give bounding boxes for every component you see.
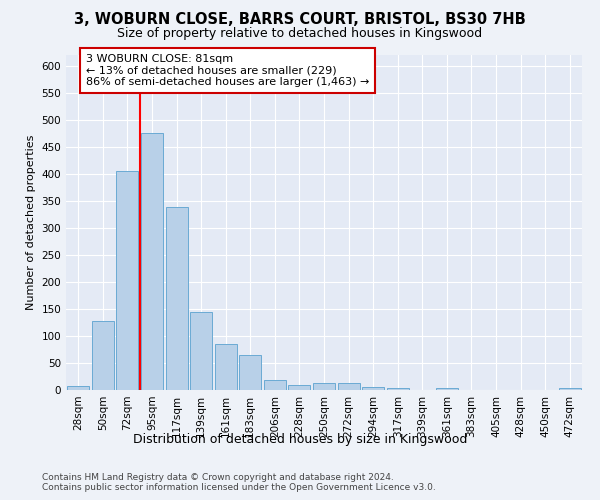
- Bar: [116, 171, 139, 390]
- Bar: [338, 383, 359, 390]
- Bar: [386, 388, 409, 390]
- Text: 3 WOBURN CLOSE: 81sqm
← 13% of detached houses are smaller (229)
86% of semi-det: 3 WOBURN CLOSE: 81sqm ← 13% of detached …: [86, 54, 369, 87]
- Y-axis label: Number of detached properties: Number of detached properties: [26, 135, 36, 310]
- Text: Contains HM Land Registry data © Crown copyright and database right 2024.
Contai: Contains HM Land Registry data © Crown c…: [42, 473, 436, 492]
- Bar: [362, 387, 384, 390]
- Text: 3, WOBURN CLOSE, BARRS COURT, BRISTOL, BS30 7HB: 3, WOBURN CLOSE, BARRS COURT, BRISTOL, B…: [74, 12, 526, 28]
- Bar: [92, 322, 114, 390]
- Bar: [436, 388, 458, 390]
- Bar: [190, 312, 212, 390]
- Text: Size of property relative to detached houses in Kingswood: Size of property relative to detached ho…: [118, 28, 482, 40]
- Bar: [166, 208, 188, 390]
- Bar: [559, 388, 581, 390]
- Bar: [289, 384, 310, 390]
- Bar: [264, 380, 286, 390]
- Bar: [215, 344, 237, 390]
- Bar: [67, 386, 89, 390]
- Bar: [239, 355, 262, 390]
- Bar: [313, 383, 335, 390]
- Bar: [141, 134, 163, 390]
- Text: Distribution of detached houses by size in Kingswood: Distribution of detached houses by size …: [133, 432, 467, 446]
